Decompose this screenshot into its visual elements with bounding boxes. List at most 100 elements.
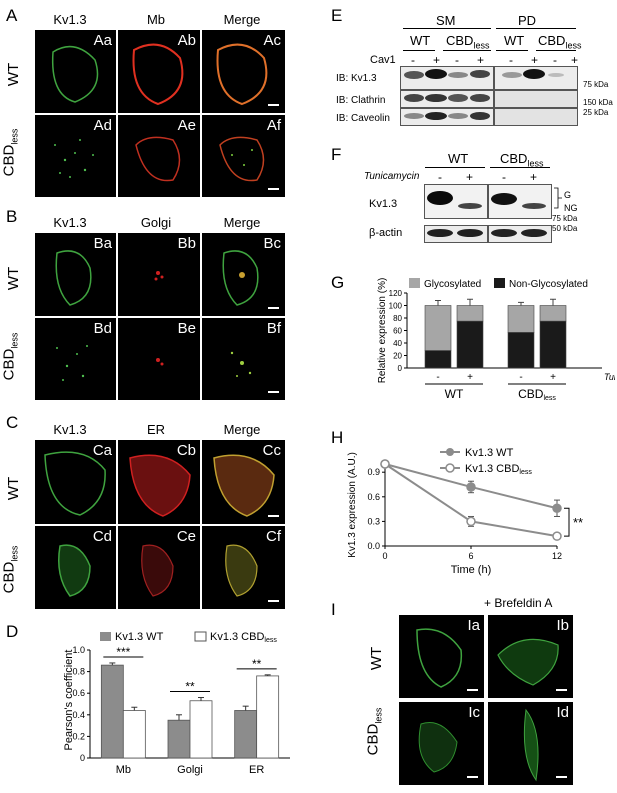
row-label-cbdless: CBDless [0, 332, 20, 381]
row-label-cbdless: CBDless [0, 545, 20, 594]
y-tick-label: 120 [389, 289, 403, 298]
tile-tag: Ca [92, 442, 112, 459]
lane-label: WT [448, 151, 469, 166]
panel-label-c: C [6, 413, 19, 432]
y-tick-label: 1.0 [72, 645, 85, 655]
x-tick-label: - [436, 372, 439, 383]
y-tick-label: 20 [393, 352, 402, 361]
bar-segment [507, 305, 535, 333]
tile-tag: Ba [93, 235, 112, 252]
x-tick-label: - [519, 372, 522, 383]
row-label-wt: WT [5, 266, 23, 291]
tile-tag: Ic [468, 704, 480, 721]
tile-tag: Ce [176, 528, 196, 545]
y-tick-label: 0.9 [367, 467, 380, 477]
tile-tag: Cf [266, 528, 281, 545]
treatment-sign: + [433, 53, 441, 67]
blot-strip-caveolin-pd [494, 108, 578, 126]
y-tick-label: 0.4 [72, 710, 85, 720]
micrograph-bc: Bc [202, 233, 285, 316]
x-tick-label: 0 [382, 551, 387, 561]
lane-label: WT [410, 33, 431, 48]
group-label: WT [445, 387, 464, 401]
group-label: CBDless [518, 387, 556, 402]
bar-segment [539, 305, 567, 322]
y-tick-label: 100 [389, 302, 403, 311]
y-tick-label: 0.2 [72, 731, 85, 741]
micrograph-ce: Ce [118, 526, 200, 609]
data-point [466, 516, 476, 527]
lane-label: WT [504, 33, 525, 48]
x-tick-label: + [467, 372, 473, 383]
micrograph-bb: Bb [118, 233, 200, 316]
data-point [380, 459, 390, 469]
significance-mark: ** [573, 515, 583, 530]
y-tick-label: 40 [393, 339, 402, 348]
column-header: Mb [146, 12, 166, 27]
row-label-cbdless: CBDless [0, 128, 20, 177]
panel-label-e: E [331, 6, 343, 25]
micrograph-bf: Bf [202, 318, 285, 400]
micrograph-ac: Ac [202, 30, 285, 113]
panel-label-a: A [6, 6, 18, 25]
treatment-sign: - [553, 53, 557, 67]
tile-tag: Ad [93, 117, 112, 134]
significance-bracket [564, 507, 570, 537]
micrograph-ca: Ca [35, 440, 116, 524]
tunicamycin-label: Tunicamycin [604, 372, 615, 382]
micrograph-ad: Ad [35, 115, 116, 197]
blot-strip-caveolin-sm [400, 108, 494, 126]
tunicamycin-label: Tunicamycin [364, 171, 420, 182]
tile-tag: Ae [177, 117, 196, 134]
treatment-sign: + [530, 170, 538, 184]
bar-segment [456, 305, 484, 322]
tile-tag: Ib [556, 617, 569, 634]
group-label-sm: SM [436, 13, 456, 28]
mw-marker: 50 kDa [552, 224, 578, 233]
micrograph-id: Id [488, 702, 573, 785]
x-axis-label: Time (h) [451, 564, 492, 576]
blot-bands-e [404, 69, 564, 120]
y-axis-label: Relative expression (%) [377, 278, 388, 384]
bar [189, 700, 213, 759]
column-header: Golgi [140, 215, 172, 230]
legend-label: Glycosylated [424, 279, 481, 290]
tile-tag: Af [266, 117, 281, 134]
x-tick-label: + [550, 372, 556, 383]
tile-tag: Ia [467, 617, 480, 634]
mw-marker: 75 kDa [552, 214, 578, 223]
bar-segment [507, 332, 535, 369]
x-tick-label: 6 [468, 551, 473, 561]
data-point [552, 503, 562, 514]
micrograph-ae: Ae [118, 115, 200, 197]
significance-mark: ** [252, 657, 262, 671]
legend-swatch [409, 278, 420, 288]
treatment-label: + Brefeldin A [484, 596, 553, 610]
micrograph-ib: Ib [488, 615, 573, 698]
column-header: Merge [223, 422, 261, 437]
bar [100, 664, 124, 759]
micrograph-ic: Ic [399, 702, 484, 785]
treatment-sign: - [502, 170, 506, 184]
column-header: Merge [223, 12, 261, 27]
panel-label-i: I [331, 600, 336, 619]
legend-label: Kv1.3 CBDless [465, 463, 532, 476]
panel-label-g: G [331, 273, 345, 292]
lane-label: CBDless [538, 33, 582, 51]
legend-marker [446, 448, 454, 456]
blot-row-label: β-actin [369, 227, 403, 239]
lane-label: CBDless [500, 151, 544, 169]
significance-mark: ** [185, 680, 195, 694]
y-tick-label: 60 [393, 327, 402, 336]
bar [234, 710, 258, 759]
cav1-label: Cav1 [370, 54, 396, 66]
x-tick-label: 12 [552, 551, 562, 561]
tile-tag: Bb [177, 235, 196, 252]
row-label-wt: WT [5, 62, 23, 87]
micrograph-ab: Ab [118, 30, 200, 113]
blot-bands-f [427, 191, 547, 237]
tile-tag: Bd [93, 320, 112, 337]
legend-marker [445, 463, 455, 473]
bar-segment [424, 305, 452, 351]
